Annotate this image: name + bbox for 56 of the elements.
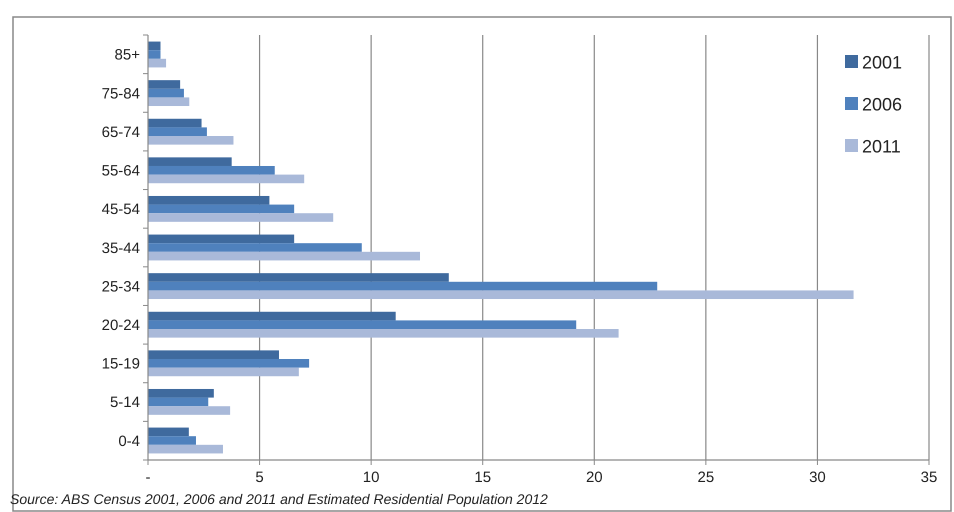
bar bbox=[148, 350, 279, 359]
bar bbox=[148, 406, 230, 415]
bar bbox=[148, 42, 160, 50]
y-tick-label: 20-24 bbox=[102, 316, 140, 334]
bar bbox=[148, 273, 449, 282]
bar bbox=[148, 118, 202, 128]
legend-label: 2001 bbox=[862, 52, 902, 72]
bar bbox=[148, 196, 270, 205]
x-tick-label: 5 bbox=[255, 469, 264, 486]
y-tick-label: 0-4 bbox=[118, 432, 140, 450]
y-tick-label: 15-19 bbox=[102, 356, 140, 373]
bar bbox=[148, 252, 420, 260]
bar bbox=[148, 204, 294, 214]
x-tick-label: 15 bbox=[474, 469, 492, 486]
x-tick-label: 25 bbox=[698, 469, 714, 486]
bar bbox=[148, 428, 189, 436]
y-tick-label: 25-34 bbox=[102, 278, 140, 296]
x-tick-label: 20 bbox=[586, 469, 603, 486]
bar bbox=[148, 320, 576, 330]
bar bbox=[148, 80, 180, 89]
x-tick-label: - bbox=[146, 469, 150, 486]
bar bbox=[148, 444, 223, 454]
bar bbox=[148, 312, 396, 320]
y-tick-label: 55-64 bbox=[102, 162, 140, 180]
bar bbox=[148, 58, 166, 68]
bar bbox=[148, 436, 196, 445]
bar bbox=[148, 88, 184, 98]
bar bbox=[148, 97, 190, 106]
y-tick-label: 85+ bbox=[114, 46, 140, 64]
bar bbox=[148, 157, 232, 166]
x-tick-label: 10 bbox=[362, 469, 380, 486]
legend-label: 2006 bbox=[862, 94, 902, 114]
bar bbox=[148, 358, 310, 368]
y-tick-label: 45-54 bbox=[102, 201, 140, 218]
y-tick-label: 65-74 bbox=[102, 124, 140, 141]
x-tick-label: 35 bbox=[920, 469, 938, 486]
bar bbox=[148, 398, 208, 406]
x-tick-label: 30 bbox=[809, 469, 826, 486]
bar bbox=[148, 243, 362, 252]
y-tick-label: 35-44 bbox=[102, 240, 140, 257]
bar bbox=[148, 166, 275, 175]
y-tick-label: 75-84 bbox=[102, 85, 140, 102]
bar bbox=[148, 174, 304, 184]
bar bbox=[148, 127, 207, 136]
y-tick-label: 5-14 bbox=[110, 394, 140, 412]
bar bbox=[148, 290, 854, 300]
bar bbox=[148, 329, 619, 338]
bar bbox=[148, 50, 160, 59]
bar bbox=[148, 368, 299, 376]
bar bbox=[148, 388, 214, 398]
bar bbox=[148, 234, 294, 244]
bar bbox=[148, 136, 234, 145]
bar bbox=[148, 282, 658, 290]
legend-label: 2011 bbox=[862, 136, 901, 156]
bar bbox=[148, 213, 334, 222]
source-note: Source: ABS Census 2001, 2006 and 2011 and Estimated Residential Population 2012 bbox=[10, 491, 548, 507]
